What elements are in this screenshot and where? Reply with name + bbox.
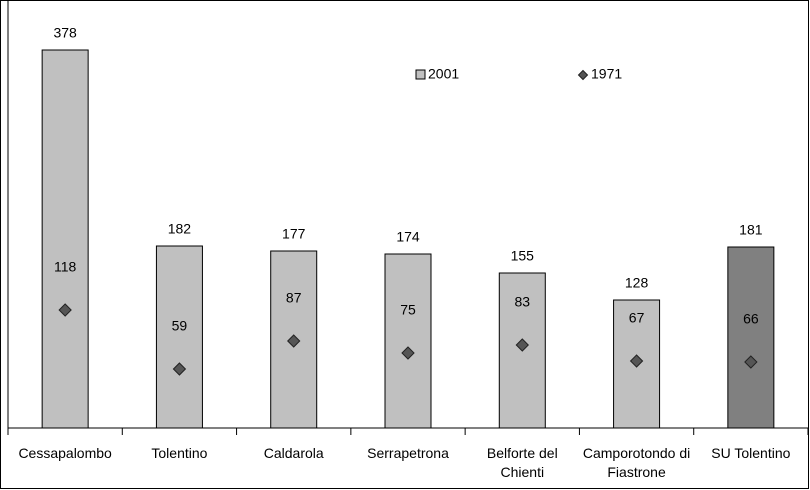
bar-value-label: 128 [625, 275, 649, 291]
point-marker [287, 334, 301, 348]
point-value-label: 66 [743, 311, 759, 327]
bar-value-label: 174 [396, 229, 420, 245]
bar [727, 246, 775, 429]
bar-value-label: 181 [739, 222, 763, 238]
bar-value-label: 155 [511, 248, 535, 264]
legend-swatch [415, 69, 426, 80]
x-tick-label: SU Tolentino [711, 445, 791, 461]
legend-swatch [577, 69, 589, 81]
point-value-label: 118 [54, 259, 77, 275]
point-marker [629, 354, 644, 368]
bar-value-label: 182 [168, 221, 192, 237]
x-tick-label: Camporotondo di Fiastrone [582, 445, 691, 480]
bar [41, 49, 89, 429]
x-tick-label: Serrapetrona [367, 445, 449, 461]
point-marker [58, 303, 72, 317]
x-tick-label: Cessapalombo [18, 445, 112, 461]
point-marker [515, 338, 529, 352]
point-marker [401, 346, 415, 360]
point-marker [172, 362, 187, 376]
point-value-label: 87 [286, 290, 302, 306]
bar-value-label: 378 [53, 25, 77, 41]
legend-label: 2001 [428, 66, 459, 82]
x-tick-label: Tolentino [151, 445, 208, 461]
point-marker [744, 355, 758, 369]
point-value-label: 83 [514, 294, 530, 310]
x-tick-label: Caldarola [263, 445, 324, 461]
bar [155, 245, 203, 429]
bar-value-label: 177 [282, 226, 306, 242]
point-value-label: 75 [400, 302, 416, 318]
point-value-label: 67 [629, 310, 645, 326]
x-tick-label: Belforte del Chienti [486, 445, 558, 480]
legend-label: 1971 [591, 66, 622, 82]
point-value-label: 59 [172, 318, 188, 334]
bar [384, 253, 432, 429]
